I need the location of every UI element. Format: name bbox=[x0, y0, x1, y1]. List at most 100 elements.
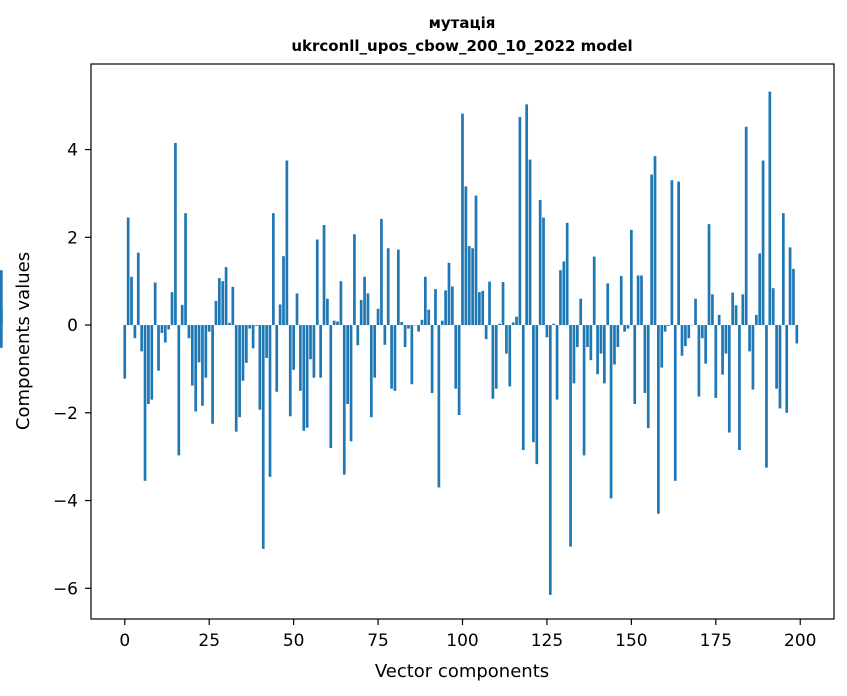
bar bbox=[515, 316, 518, 326]
bar bbox=[562, 261, 566, 326]
y-tick-label: −2 bbox=[53, 404, 78, 424]
bar bbox=[667, 325, 670, 326]
bar bbox=[136, 252, 140, 326]
bar bbox=[326, 298, 329, 326]
bar bbox=[153, 282, 157, 326]
bar bbox=[130, 276, 133, 326]
x-tick-label: 125 bbox=[531, 631, 563, 651]
bar bbox=[792, 268, 795, 326]
bar bbox=[707, 224, 711, 326]
bar bbox=[694, 298, 697, 326]
bar bbox=[342, 325, 346, 475]
bar bbox=[785, 325, 789, 413]
bar bbox=[363, 276, 366, 326]
bar bbox=[255, 325, 258, 326]
bar bbox=[275, 325, 279, 392]
bar bbox=[214, 300, 218, 326]
bar bbox=[123, 325, 127, 379]
bar bbox=[221, 281, 225, 326]
x-tick-label: 25 bbox=[198, 631, 220, 651]
bar bbox=[478, 292, 481, 326]
bar bbox=[163, 325, 167, 343]
bar bbox=[596, 325, 599, 375]
bar bbox=[349, 325, 353, 442]
bar bbox=[201, 325, 204, 406]
bar bbox=[390, 325, 393, 389]
bar bbox=[190, 325, 194, 386]
x-axis: 0 25 50 75 100 125 150 175 200 bbox=[119, 619, 816, 651]
bar bbox=[376, 308, 380, 326]
y-tick-label: −4 bbox=[53, 492, 78, 512]
bar bbox=[133, 325, 137, 339]
x-tick-label: 50 bbox=[283, 631, 305, 651]
bar bbox=[396, 249, 400, 326]
y-axis: −6 −4 −2 0 2 4 bbox=[53, 141, 91, 599]
bar bbox=[410, 325, 414, 385]
bar bbox=[771, 288, 775, 326]
y-tick-label: 4 bbox=[67, 141, 78, 161]
bar bbox=[714, 325, 718, 398]
bar bbox=[518, 117, 522, 326]
bar bbox=[224, 267, 228, 326]
bar bbox=[336, 321, 339, 326]
bar bbox=[778, 325, 782, 409]
bar bbox=[147, 325, 150, 405]
bar bbox=[346, 325, 350, 405]
bar bbox=[680, 325, 684, 356]
bar bbox=[758, 253, 762, 326]
bar bbox=[248, 325, 252, 329]
bar bbox=[660, 325, 664, 368]
bar bbox=[488, 281, 491, 326]
bar bbox=[525, 104, 529, 326]
bar bbox=[160, 325, 164, 333]
bar bbox=[373, 325, 377, 378]
bar bbox=[251, 325, 255, 349]
bar bbox=[775, 325, 778, 389]
bar bbox=[272, 213, 275, 326]
bar bbox=[535, 325, 539, 465]
bar bbox=[194, 325, 198, 412]
x-tick-label: 0 bbox=[119, 631, 130, 651]
bar bbox=[0, 270, 3, 326]
bar bbox=[491, 325, 495, 399]
bar bbox=[268, 325, 272, 477]
x-tick-label: 100 bbox=[446, 631, 478, 651]
bar bbox=[748, 325, 751, 352]
bar bbox=[555, 325, 559, 400]
bar bbox=[623, 325, 626, 332]
bar bbox=[278, 304, 282, 326]
bar bbox=[359, 300, 363, 326]
bar bbox=[744, 126, 748, 326]
bar bbox=[484, 325, 488, 340]
bar bbox=[765, 325, 768, 468]
bar bbox=[174, 142, 177, 326]
bar bbox=[687, 325, 691, 339]
bar bbox=[653, 156, 657, 326]
bar bbox=[505, 325, 508, 354]
bars-group bbox=[0, 91, 799, 595]
bar bbox=[464, 186, 468, 326]
bar bbox=[454, 325, 458, 389]
bar bbox=[569, 325, 572, 547]
bar bbox=[366, 293, 370, 326]
bar bbox=[265, 325, 268, 358]
bar bbox=[167, 325, 171, 330]
bar bbox=[731, 292, 735, 326]
bar bbox=[241, 325, 245, 381]
bar bbox=[451, 286, 454, 326]
bar bbox=[684, 325, 687, 347]
bar bbox=[572, 325, 576, 384]
chart-subtitle: ukrconll_upos_cbow_200_10_2022 model bbox=[291, 37, 632, 55]
bar bbox=[606, 283, 610, 326]
bar bbox=[559, 270, 562, 326]
bar bbox=[380, 218, 383, 326]
bar bbox=[697, 325, 701, 397]
x-tick-label: 150 bbox=[615, 631, 647, 651]
bar bbox=[592, 256, 596, 326]
bar bbox=[170, 292, 174, 326]
bar bbox=[788, 247, 792, 326]
bar bbox=[187, 325, 191, 339]
bar bbox=[427, 309, 431, 326]
bar bbox=[602, 325, 606, 384]
